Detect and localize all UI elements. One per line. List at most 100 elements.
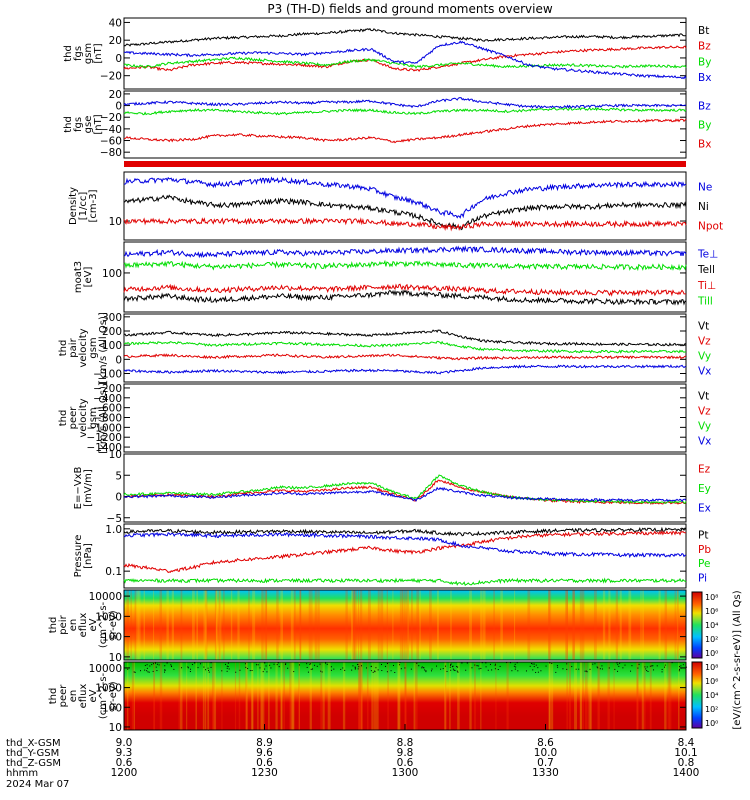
legend-Bz: Bz: [698, 41, 711, 53]
y-label-line: peer: [58, 684, 69, 708]
spectrogram-streak: [572, 590, 575, 660]
noise-dot: [285, 663, 287, 665]
panel-frame: [123, 17, 687, 90]
series-line-Npot: [123, 217, 687, 232]
spectrogram: [124, 590, 686, 660]
panel-frame: [123, 90, 687, 159]
spectrogram-streak: [636, 662, 639, 730]
noise-dot: [298, 664, 300, 666]
spectrogram-streak: [351, 590, 353, 660]
spectrogram-streak: [377, 590, 380, 660]
noise-dot: [321, 671, 323, 673]
x-tick-label: 1330: [532, 767, 559, 779]
noise-dot: [514, 668, 516, 670]
spectrogram-streak: [366, 662, 369, 730]
date-label: 2024 Mar 07: [6, 779, 69, 790]
spectrogram-streak: [482, 590, 486, 660]
spectrogram-streak: [127, 662, 129, 730]
x-tick-label: 10.0: [534, 747, 557, 759]
series-line-Ez: [123, 479, 687, 505]
spectrogram-streak: [493, 590, 495, 660]
spectrogram-streak: [245, 662, 248, 730]
panel-frame: [123, 241, 687, 313]
x-tick-label: 10.1: [674, 747, 697, 759]
noise-dot: [510, 662, 512, 664]
noise-dot: [306, 666, 308, 668]
spectrogram-streak: [469, 662, 472, 730]
noise-dot: [532, 663, 534, 665]
y-axis-label: thd fgs gse [nT]: [63, 114, 104, 134]
y-label-line: moat3: [73, 261, 84, 293]
colorbar-tick-label: 10²: [705, 635, 718, 644]
spectrogram-streak: [192, 590, 195, 660]
spectrogram-streak: [186, 662, 188, 730]
y-label-line: sr-eV): [108, 681, 119, 710]
noise-dot: [207, 667, 209, 669]
noise-dot: [586, 671, 588, 673]
noise-dot: [226, 667, 228, 669]
noise-dot: [425, 671, 427, 673]
spectrogram-streak: [130, 590, 132, 660]
noise-dot: [226, 670, 228, 672]
noise-dot: [466, 662, 468, 664]
noise-dot: [357, 668, 359, 670]
series-line-Te⊥: [123, 245, 687, 259]
y-label-line: en: [68, 690, 79, 703]
spectrogram-streak: [290, 662, 294, 730]
noise-dot: [344, 669, 346, 671]
spectrogram-streak: [584, 662, 588, 730]
separator-bar: [124, 161, 686, 167]
y-label-line: [nPa]: [83, 543, 94, 569]
noise-dot: [259, 667, 261, 669]
noise-dot: [545, 665, 547, 667]
noise-dot: [516, 662, 518, 664]
legend-Pi: Pi: [698, 572, 707, 584]
y-label-line: peer: [68, 406, 79, 430]
spectrogram-streak: [252, 590, 256, 660]
panel-fgs_gsm: 40 20 0 −20 thd fgs gsm [nT] Bt Bz By Bx: [63, 17, 711, 90]
y-tick-label: −1400: [86, 442, 122, 454]
spectrogram-streak: [359, 590, 363, 660]
x-tick-label: 8.8: [397, 737, 414, 749]
noise-dot: [471, 667, 473, 669]
noise-dot: [149, 665, 151, 667]
noise-dot: [421, 666, 423, 668]
y-tick-label: 1.0: [105, 524, 122, 536]
noise-dot: [208, 669, 210, 671]
noise-dot: [269, 664, 271, 666]
y-tick-label: −20: [100, 112, 122, 124]
y-tick-label: 0: [115, 354, 122, 366]
noise-dot: [531, 663, 533, 665]
y-label-line: (cm^2-s-: [98, 672, 109, 719]
y-label-line: eV: [88, 689, 99, 702]
noise-dot: [247, 668, 249, 670]
spectrogram-streak: [293, 590, 296, 660]
noise-dot: [461, 662, 463, 664]
spectrogram-streak: [640, 590, 642, 660]
noise-dot: [148, 671, 150, 673]
noise-dot: [481, 662, 483, 664]
spectrogram-streak: [280, 662, 283, 730]
noise-dot: [457, 671, 459, 673]
legend-Ey: Ey: [698, 483, 711, 495]
spectrogram-streak: [416, 590, 419, 660]
noise-dot: [529, 665, 531, 667]
x-tick-label: 0.7: [537, 757, 554, 769]
y-label-line: E=−VxB: [73, 467, 84, 510]
spectrogram-streak: [205, 590, 207, 660]
spectrogram-streak: [514, 590, 516, 660]
y-tick-label: −200: [93, 383, 122, 395]
spectrogram-streak: [261, 662, 265, 730]
spectrogram-streak: [345, 590, 348, 660]
y-axis-label: Density [1/cc] [cm-3]: [68, 187, 99, 225]
noise-dot: [597, 667, 599, 669]
spectrogram-streak: [572, 590, 575, 660]
noise-dot: [173, 668, 175, 670]
spectrogram-streak: [261, 590, 264, 660]
noise-dot: [653, 669, 655, 671]
noise-dot: [618, 665, 620, 667]
noise-dot: [440, 668, 442, 670]
spectrogram-streak: [608, 590, 611, 660]
noise-dot: [478, 668, 480, 670]
